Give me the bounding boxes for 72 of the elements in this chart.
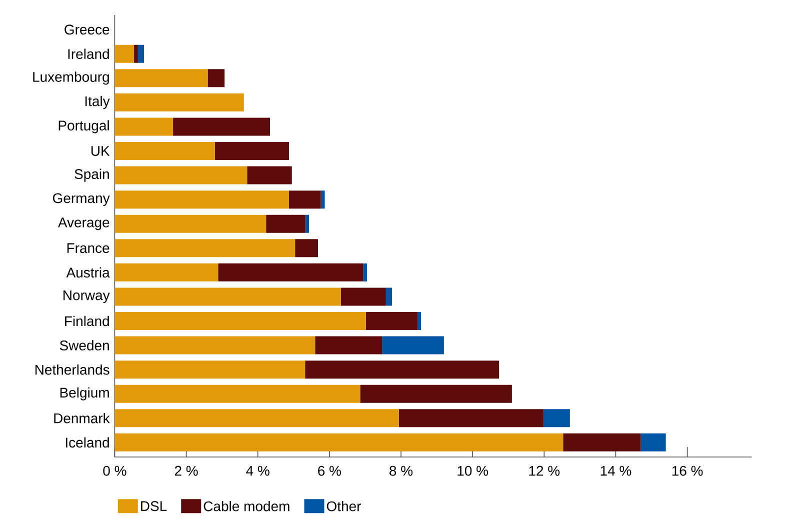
bar [418, 312, 422, 330]
bar [363, 263, 367, 282]
bar [114, 118, 174, 136]
y-tick-label: Denmark [54, 413, 110, 424]
bar [305, 214, 310, 233]
x-tick-label: 8 % [390, 466, 413, 476]
legend-label: Cable modem [204, 500, 290, 512]
y-tick-label: Belgium [60, 387, 109, 400]
bar [360, 384, 512, 403]
y-tick-label: Norway [64, 290, 110, 303]
bar [544, 409, 570, 428]
x-tick-label: 16 % [672, 466, 703, 476]
bar [366, 312, 418, 330]
y-tick-label: Netherlands [36, 364, 110, 375]
bar [114, 69, 208, 88]
y-tick-label: Average [58, 218, 110, 230]
y-tick-label: Finland [65, 316, 109, 326]
x-tick-label: 0 % [103, 466, 126, 476]
y-tick-label: France [67, 243, 110, 254]
bar [114, 239, 296, 258]
y-tick-label: Ireland [68, 48, 109, 60]
bar [114, 263, 218, 282]
legend-label: Other [326, 500, 362, 512]
y-tick-label: Luxembourg [33, 72, 109, 85]
y-tick-label: UK [91, 146, 110, 156]
x-tick-label: 6 % [318, 466, 341, 476]
bar [214, 142, 289, 160]
y-tick-label: Germany [52, 193, 110, 206]
bar [114, 166, 248, 184]
bar [295, 239, 318, 258]
legend-label: DSL [141, 501, 167, 512]
bar [208, 69, 225, 88]
bar [247, 166, 292, 184]
bar [114, 142, 215, 160]
bar [114, 93, 244, 112]
x-tick-label: 2 % [174, 466, 198, 476]
x-tick-label: 10 % [458, 466, 488, 476]
bar [266, 214, 306, 233]
bar [114, 44, 134, 63]
bar [320, 190, 325, 209]
bar [114, 384, 360, 403]
x-tick-label: 4 % [246, 466, 270, 476]
bar [305, 360, 500, 379]
bar [114, 409, 399, 428]
y-tick-label: Austria [66, 267, 110, 278]
bar [134, 44, 138, 63]
bar [315, 336, 382, 354]
bar [138, 44, 144, 63]
y-tick-label: Spain [74, 168, 109, 182]
bar [114, 190, 289, 209]
y-tick-label: Portugal [58, 120, 109, 134]
y-tick-label: Italy [85, 96, 110, 109]
y-tick-label: Greece [64, 24, 110, 35]
y-tick-label: Iceland [66, 437, 109, 448]
bar [386, 288, 392, 306]
bar [114, 312, 366, 330]
bar [114, 214, 266, 233]
bar [218, 263, 364, 282]
x-tick-label: 14 % [600, 466, 632, 476]
y-tick-label: Sweden [60, 340, 109, 350]
bar [398, 409, 544, 428]
bar [173, 118, 270, 136]
bar [563, 433, 641, 452]
x-tick-label: 12 % [529, 466, 560, 476]
bar [114, 336, 316, 354]
bar [114, 433, 564, 452]
bar [340, 288, 386, 306]
bar [114, 360, 306, 379]
bar [382, 336, 444, 354]
bar [288, 190, 321, 209]
bar [640, 433, 666, 452]
bar [114, 288, 341, 306]
